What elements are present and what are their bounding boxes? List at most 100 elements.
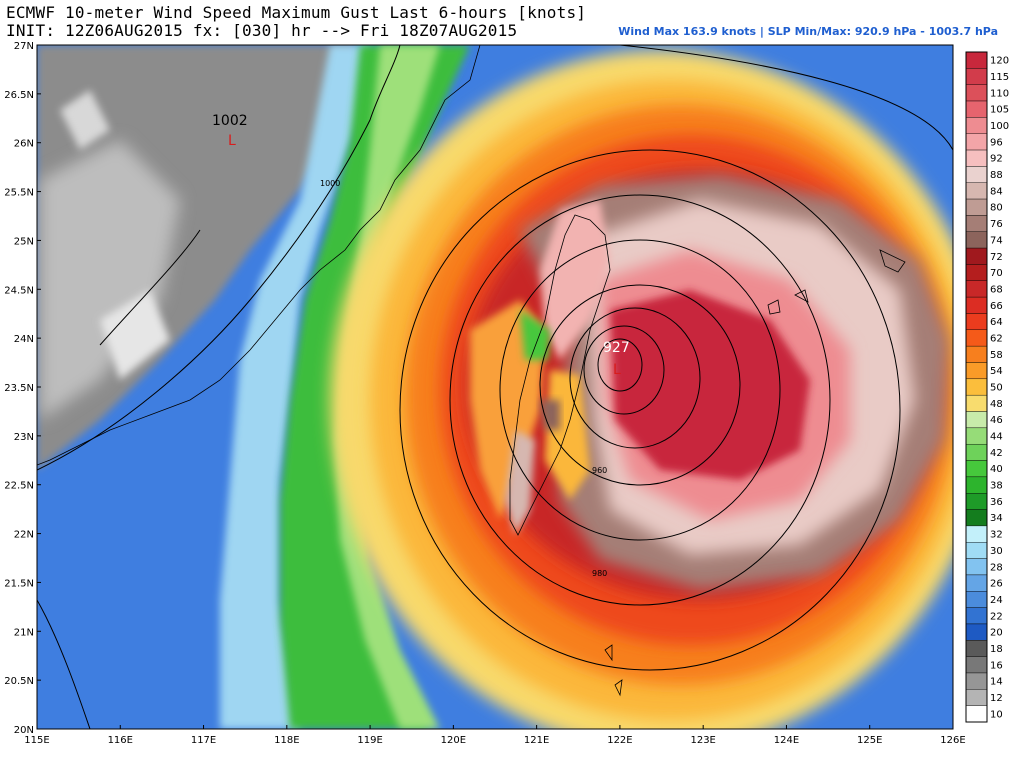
colorbar-swatch	[965, 345, 988, 363]
lat-label: 23N	[14, 432, 34, 443]
isobar-label-960: 960	[592, 466, 607, 475]
colorbar-swatch	[965, 198, 988, 216]
colorbar-swatch	[965, 117, 988, 134]
colorbar-label: 76	[990, 219, 1003, 230]
colorbar-swatch	[965, 411, 988, 429]
lat-label: 22.5N	[4, 481, 34, 492]
wind-field	[37, 45, 953, 729]
colorbar-swatch	[965, 427, 988, 445]
colorbar-swatch	[965, 313, 988, 331]
band-light-blue	[220, 45, 370, 729]
colorbar-label: 54	[990, 366, 1003, 377]
colorbar-swatch	[965, 166, 988, 183]
colorbar-swatch	[965, 133, 988, 151]
colorbar-label: 16	[990, 660, 1003, 671]
colorbar-swatch	[965, 493, 988, 510]
high-marker: L	[228, 133, 236, 149]
lat-label: 23.5N	[4, 383, 34, 394]
lon-label: 122E	[607, 735, 632, 746]
colorbar-label: 88	[990, 170, 1003, 181]
colorbar-label: 46	[990, 415, 1003, 426]
lon-label: 125E	[857, 735, 882, 746]
colorbar-label: 14	[990, 677, 1003, 688]
lon-label: 119E	[357, 735, 382, 746]
latitude-axis: 27N 26.5N 26N 25.5N 25N 24.5N 24N 23.5N 23N 22.5N…	[4, 41, 41, 736]
lon-label: 120E	[441, 735, 466, 746]
colorbar-swatch	[965, 264, 988, 281]
colorbar-label: 115	[990, 72, 1009, 83]
lat-label: 20N	[14, 725, 34, 736]
colorbar-swatch	[965, 68, 988, 85]
colorbar-label: 64	[990, 317, 1003, 328]
colorbar-swatch	[965, 476, 988, 494]
colorbar-label: 40	[990, 464, 1003, 475]
wind-slp-stats: Wind Max 163.9 knots | SLP Min/Max: 920.…	[618, 25, 998, 38]
colorbar-swatch	[965, 247, 988, 265]
colorbar-label: 48	[990, 399, 1003, 410]
colorbar-label: 38	[990, 481, 1003, 492]
longitude-axis: 115E 116E 117E 118E 119E 120E 121E 122E 123E 124E…	[24, 725, 966, 746]
colorbar-swatch	[965, 591, 988, 608]
colorbar-swatch	[965, 672, 988, 690]
colorbar-label: 34	[990, 513, 1003, 524]
storm-inner-core	[610, 290, 810, 480]
colorbar-label: 66	[990, 301, 1003, 312]
lat-label: 22N	[14, 530, 34, 541]
colorbar-swatch	[965, 149, 988, 167]
colorbar-label: 42	[990, 448, 1003, 459]
colorbar-label: 72	[990, 252, 1003, 263]
colorbar-swatch	[965, 378, 988, 396]
lon-label: 117E	[191, 735, 216, 746]
colorbar-swatch	[965, 607, 988, 625]
colorbar-swatch	[965, 542, 988, 559]
colorbar-label: 62	[990, 333, 1003, 344]
colorbar-label: 20	[990, 628, 1003, 639]
colorbar-label: 44	[990, 432, 1003, 443]
colorbar-swatch	[965, 705, 988, 723]
lon-label: 121E	[524, 735, 549, 746]
colorbar-swatch	[965, 84, 988, 102]
colorbar-label: 92	[990, 154, 1003, 165]
colorbar-swatch	[965, 215, 988, 232]
init-forecast-line: INIT: 12Z06AUG2015 fx: [030] hr --> Fri …	[6, 21, 518, 40]
colorbar-swatch	[965, 656, 988, 674]
colorbar-label: 58	[990, 350, 1003, 361]
colorbar-label: 12	[990, 693, 1003, 704]
colorbar-legend: 120 115 110 105 100 96 92 88 84 80 76 74 72 70 68 66 64 6…	[965, 51, 1009, 723]
isobars	[37, 45, 953, 729]
lat-label: 26N	[14, 139, 34, 150]
colorbar-label: 96	[990, 137, 1003, 148]
colorbar-frame	[965, 51, 988, 723]
colorbar-swatch	[965, 394, 988, 412]
colorbar-label: 70	[990, 268, 1003, 279]
colorbar-swatch	[965, 362, 988, 380]
lat-label: 27N	[14, 41, 34, 52]
lat-label: 24N	[14, 334, 34, 345]
colorbar-swatch	[965, 329, 988, 347]
colorbar-swatch	[965, 689, 988, 706]
colorbar-label: 30	[990, 546, 1003, 557]
colorbar-label: 50	[990, 383, 1003, 394]
isobar-label-980: 980	[592, 569, 607, 578]
colorbar-swatch	[965, 509, 988, 527]
colorbar-label: 74	[990, 235, 1003, 246]
colorbar-swatch	[965, 460, 988, 478]
colorbar-label: 24	[990, 595, 1003, 606]
lon-label: 118E	[274, 735, 299, 746]
lat-label: 20.5N	[4, 676, 34, 687]
lon-label: 123E	[690, 735, 715, 746]
lon-label: 115E	[24, 735, 49, 746]
colorbar-label: 36	[990, 497, 1003, 508]
colorbar-label: 22	[990, 611, 1003, 622]
lon-label: 124E	[774, 735, 799, 746]
colorbar-label: 120	[990, 56, 1009, 67]
lon-label: 126E	[940, 735, 965, 746]
colorbar-label: 32	[990, 530, 1003, 541]
colorbar-label: 68	[990, 284, 1003, 295]
lat-label: 25.5N	[4, 188, 34, 199]
lat-label: 24.5N	[4, 285, 34, 296]
colorbar-swatch	[965, 296, 988, 314]
lat-label: 21N	[14, 627, 34, 638]
colorbar-swatch	[965, 640, 988, 657]
